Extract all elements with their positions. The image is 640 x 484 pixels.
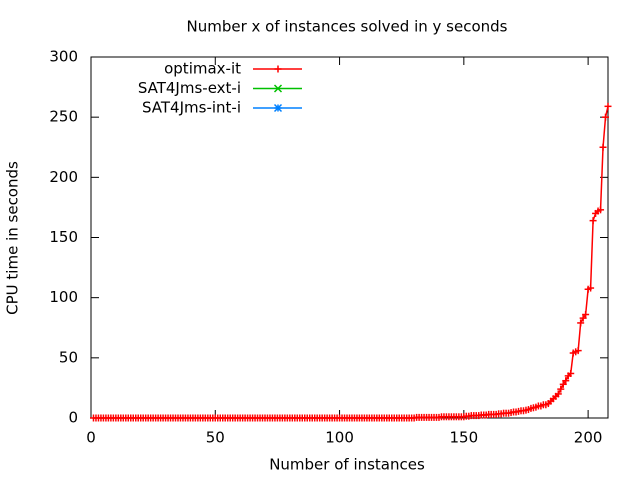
x-tick-label: 150: [450, 429, 479, 447]
x-axis-label: Number of instances: [269, 456, 425, 474]
legend-label: SAT4Jms-int-i: [142, 99, 241, 117]
legend-marker: [273, 84, 283, 93]
data-point: [557, 385, 565, 393]
x-tick-label: 50: [206, 429, 225, 447]
marker-stroke: [273, 84, 283, 93]
data-point: [559, 380, 567, 388]
chart-title: Number x of instances solved in y second…: [187, 18, 508, 36]
data-point: [599, 143, 607, 151]
marker-stroke: [273, 103, 283, 113]
y-tick-label: 50: [59, 348, 78, 366]
data-point: [587, 284, 595, 292]
data-point: [582, 311, 590, 319]
y-tick-label: 100: [49, 288, 78, 306]
data-point: [602, 113, 610, 121]
y-axis-label: CPU time in seconds: [4, 161, 22, 315]
data-point: [577, 319, 585, 327]
legend-marker: [273, 103, 283, 113]
data-point: [579, 314, 587, 322]
data-point: [567, 369, 575, 377]
x-tick-label: 0: [86, 429, 96, 447]
data-point: [554, 390, 562, 398]
legend-label: SAT4Jms-ext-i: [138, 79, 241, 97]
y-tick-label: 150: [49, 228, 78, 246]
x-tick-label: 100: [325, 429, 354, 447]
y-tick-label: 300: [49, 48, 78, 66]
legend-marker: [274, 65, 282, 73]
data-point: [604, 102, 612, 110]
legend-label: optimax-it: [164, 60, 241, 78]
data-point: [574, 347, 582, 355]
data-point: [589, 217, 597, 225]
y-tick-label: 0: [68, 409, 78, 427]
x-tick-label: 200: [574, 429, 603, 447]
data-point: [597, 206, 605, 214]
data-point: [562, 377, 570, 385]
y-tick-label: 250: [49, 108, 78, 126]
y-tick-label: 200: [49, 168, 78, 186]
